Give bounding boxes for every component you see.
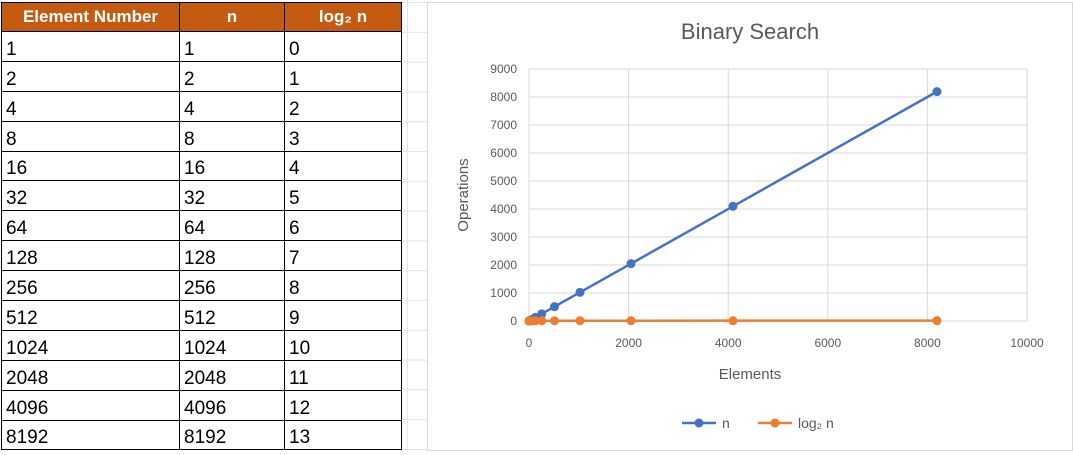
y-tick-label: 7000	[490, 118, 517, 132]
cell-n[interactable]: 256	[180, 271, 285, 301]
binary-search-chart: Binary Search 0 1000 2000 3000 4000 5000 6000 70…	[428, 3, 1072, 450]
legend-label-0: n	[722, 415, 730, 431]
cell-n[interactable]: 1	[180, 32, 285, 62]
data-point-1	[550, 316, 559, 325]
y-tick-label: 3000	[490, 230, 517, 244]
cell-n[interactable]: 16	[180, 151, 285, 181]
cell-log2-n[interactable]: 12	[285, 390, 402, 420]
header-n[interactable]: n	[180, 3, 285, 32]
data-point-1	[932, 316, 941, 325]
y-tick-label: 1000	[490, 286, 517, 300]
cell-element-number[interactable]: 64	[2, 211, 180, 241]
chart-area[interactable]: Binary Search 0 1000 2000 3000 4000 5000 6000 70…	[427, 2, 1073, 451]
cell-log2-n[interactable]: 10	[285, 330, 402, 360]
cell-log2-n[interactable]: 6	[285, 211, 402, 241]
cell-log2-n[interactable]: 5	[285, 181, 402, 211]
y-tick-label: 4000	[490, 202, 517, 216]
cell-log2-n[interactable]: 7	[285, 241, 402, 271]
cell-log2-n[interactable]: 4	[285, 151, 402, 181]
data-point-1	[728, 316, 737, 325]
cell-element-number[interactable]: 8192	[2, 420, 180, 450]
cell-log2-n[interactable]: 0	[285, 32, 402, 62]
cell-element-number[interactable]: 1	[2, 32, 180, 62]
y-axis-title: Operations	[455, 158, 472, 231]
cell-element-number[interactable]: 128	[2, 241, 180, 271]
x-tick-label: 4000	[715, 336, 742, 350]
cell-element-number[interactable]: 16	[2, 151, 180, 181]
table-header-row: Element Number n log₂ n	[2, 3, 402, 32]
cell-log2-n[interactable]: 11	[285, 360, 402, 390]
header-log2-n[interactable]: log₂ n	[285, 3, 402, 32]
data-point-0	[932, 87, 941, 96]
data-point-0	[728, 202, 737, 211]
cell-n[interactable]: 4	[180, 91, 285, 121]
cell-n[interactable]: 2048	[180, 360, 285, 390]
cell-n[interactable]: 2	[180, 61, 285, 91]
cell-log2-n[interactable]: 8	[285, 271, 402, 301]
cell-element-number[interactable]: 2048	[2, 360, 180, 390]
data-point-1	[575, 316, 584, 325]
cell-element-number[interactable]: 2	[2, 61, 180, 91]
cell-log2-n[interactable]: 3	[285, 121, 402, 151]
cell-n[interactable]: 4096	[180, 390, 285, 420]
header-element-number[interactable]: Element Number	[2, 3, 180, 32]
y-tick-label: 9000	[490, 62, 517, 76]
cell-element-number[interactable]: 1024	[2, 330, 180, 360]
data-point-0	[575, 288, 584, 297]
cell-log2-n[interactable]: 1	[285, 61, 402, 91]
x-tick-label: 2000	[615, 336, 642, 350]
cell-n[interactable]: 32	[180, 181, 285, 211]
x-tick-label: 8000	[914, 336, 941, 350]
cell-element-number[interactable]: 4	[2, 91, 180, 121]
cell-element-number[interactable]: 4096	[2, 390, 180, 420]
y-tick-label: 5000	[490, 174, 517, 188]
x-tick-label: 6000	[814, 336, 841, 350]
cell-log2-n[interactable]: 13	[285, 420, 402, 450]
cell-element-number[interactable]: 256	[2, 271, 180, 301]
cell-element-number[interactable]: 8	[2, 121, 180, 151]
data-point-1	[626, 316, 635, 325]
cell-n[interactable]: 512	[180, 301, 285, 331]
cell-n[interactable]: 128	[180, 241, 285, 271]
cell-element-number[interactable]: 512	[2, 301, 180, 331]
cell-n[interactable]: 8192	[180, 420, 285, 450]
x-axis-title: Elements	[719, 366, 782, 383]
chart-title: Binary Search	[681, 19, 819, 44]
y-tick-label: 8000	[490, 90, 517, 104]
data-point-0	[626, 259, 635, 268]
cell-element-number[interactable]: 32	[2, 181, 180, 211]
x-tick-label: 10000	[1010, 336, 1044, 350]
data-point-1	[537, 316, 546, 325]
data-point-0	[550, 302, 559, 311]
legend-marker-0	[695, 419, 704, 428]
cell-n[interactable]: 8	[180, 121, 285, 151]
cell-n[interactable]: 64	[180, 211, 285, 241]
legend-label-1: log₂ n	[798, 415, 834, 431]
y-tick-label: 2000	[490, 258, 517, 272]
cell-log2-n[interactable]: 2	[285, 91, 402, 121]
sheet-column-line	[407, 0, 408, 451]
x-tick-label: 0	[526, 336, 533, 350]
y-tick-label: 0	[510, 314, 517, 328]
legend-marker-1	[771, 419, 780, 428]
y-tick-label: 6000	[490, 146, 517, 160]
cell-log2-n[interactable]: 9	[285, 301, 402, 331]
cell-n[interactable]: 1024	[180, 330, 285, 360]
